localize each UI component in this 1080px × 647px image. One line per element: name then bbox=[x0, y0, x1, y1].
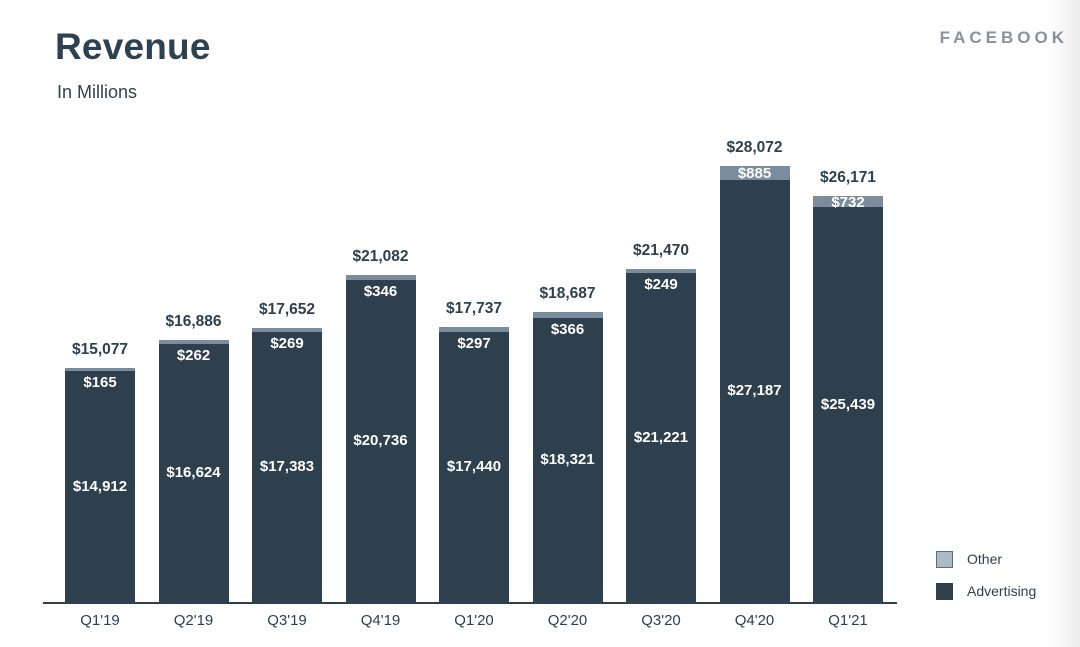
bar-other-label: $249 bbox=[644, 276, 678, 293]
bar-other-label: $165 bbox=[83, 374, 117, 391]
bar-other-label: $885 bbox=[737, 165, 772, 182]
bar-stack-q120: $17,737 $297 $17,440 Q1'20 bbox=[439, 300, 509, 629]
bar-advertising-label: $20,736 bbox=[353, 432, 408, 449]
page-title: Revenue bbox=[55, 26, 211, 67]
bar-advertising-label: $14,912 bbox=[72, 478, 128, 495]
bar-segment-advertising bbox=[158, 340, 229, 602]
x-axis-label: Q1'19 bbox=[80, 612, 120, 629]
bar-segment-other bbox=[813, 196, 883, 207]
bar-stack-q319: $17,652 $269 $17,383 Q3'19 bbox=[252, 301, 322, 629]
legend-swatch-other bbox=[936, 550, 953, 568]
bar-advertising-label: $16,624 bbox=[166, 464, 221, 481]
bar-total-label: $21,082 bbox=[352, 248, 409, 265]
page-edge-shadow bbox=[1046, 0, 1080, 647]
bar-total-label: $16,886 bbox=[165, 313, 222, 330]
bar-advertising-label: $27,187 bbox=[727, 382, 782, 399]
bar-segment-other bbox=[719, 166, 790, 180]
x-axis-label: Q3'20 bbox=[641, 612, 681, 629]
bar-total-label: $28,072 bbox=[726, 139, 783, 156]
x-axis-label: Q4'20 bbox=[734, 612, 775, 629]
bar-other-label: $269 bbox=[270, 335, 304, 352]
bar-total-label: $18,687 bbox=[539, 285, 596, 302]
bar-segment-other bbox=[532, 312, 603, 318]
bar-advertising-label: $25,439 bbox=[820, 396, 876, 413]
bar-segment-other bbox=[65, 368, 135, 371]
bar-other-label: $297 bbox=[457, 335, 491, 352]
legend-item-advertising: Advertising bbox=[936, 582, 1036, 600]
legend-item-other: Other bbox=[936, 550, 1036, 568]
x-axis-label: Q4'19 bbox=[360, 612, 401, 629]
bar-segment-other bbox=[626, 269, 696, 273]
x-axis-label: Q2'20 bbox=[547, 612, 588, 629]
bar-segment-advertising bbox=[252, 328, 322, 602]
bar-total-label: $21,470 bbox=[632, 242, 690, 259]
bar-segment-advertising bbox=[532, 312, 603, 602]
bar-segment-other bbox=[252, 328, 322, 332]
bar-stack-q220: $18,687 $366 $18,321 Q2'20 bbox=[532, 285, 603, 629]
bar-segment-advertising bbox=[345, 275, 416, 602]
bar-segment-other bbox=[439, 327, 509, 332]
x-axis-line bbox=[43, 602, 897, 604]
legend-swatch-advertising bbox=[936, 582, 953, 600]
bar-segment-advertising bbox=[813, 196, 883, 602]
legend-label: Other bbox=[967, 551, 1003, 567]
x-axis-label: Q1'20 bbox=[454, 612, 494, 629]
bar-stack-q420: $28,072 $885 $27,187 Q4'20 bbox=[719, 139, 790, 629]
bar-segment-other bbox=[345, 275, 416, 280]
facebook-wordmark: FACEBOOK bbox=[939, 28, 1068, 47]
revenue-stacked-bar-chart: $15,077 $165 $14,912 Q1'19 $16,886 $262 $16,62… bbox=[43, 120, 897, 629]
bar-advertising-label: $17,383 bbox=[259, 458, 315, 475]
bar-advertising-label: $17,440 bbox=[446, 458, 502, 475]
bar-other-label: $262 bbox=[176, 347, 211, 364]
bar-segment-advertising bbox=[439, 327, 509, 602]
bar-other-label: $732 bbox=[831, 194, 865, 211]
bar-total-label: $15,077 bbox=[71, 341, 129, 358]
x-axis-label: Q1'21 bbox=[828, 612, 868, 629]
bar-stack-q121: $26,171 $732 $25,439 Q1'21 bbox=[813, 169, 883, 629]
bar-stack-q119: $15,077 $165 $14,912 Q1'19 bbox=[65, 341, 135, 629]
page-subtitle: In Millions bbox=[57, 82, 138, 102]
bar-advertising-label: $18,321 bbox=[540, 451, 595, 468]
bar-stack-q320: $21,470 $249 $21,221 Q3'20 bbox=[626, 242, 696, 629]
bar-advertising-label: $21,221 bbox=[633, 429, 689, 446]
chart-legend: Other Advertising bbox=[936, 550, 1036, 614]
bar-total-label: $17,652 bbox=[258, 301, 316, 318]
bar-stack-q419: $21,082 $346 $20,736 Q4'19 bbox=[345, 248, 416, 629]
bar-other-label: $346 bbox=[363, 283, 398, 300]
bar-other-label: $366 bbox=[550, 321, 585, 338]
bar-stack-q219: $16,886 $262 $16,624 Q2'19 bbox=[158, 313, 229, 629]
bar-total-label: $26,171 bbox=[819, 169, 877, 186]
bar-segment-other bbox=[158, 340, 229, 344]
legend-label: Advertising bbox=[967, 583, 1037, 599]
x-axis-label: Q3'19 bbox=[267, 612, 307, 629]
bar-segment-advertising bbox=[65, 368, 135, 602]
x-axis-label: Q2'19 bbox=[173, 612, 214, 629]
bar-total-label: $17,737 bbox=[445, 300, 503, 317]
bar-segment-advertising bbox=[626, 269, 696, 602]
bar-segment-advertising bbox=[719, 166, 790, 602]
